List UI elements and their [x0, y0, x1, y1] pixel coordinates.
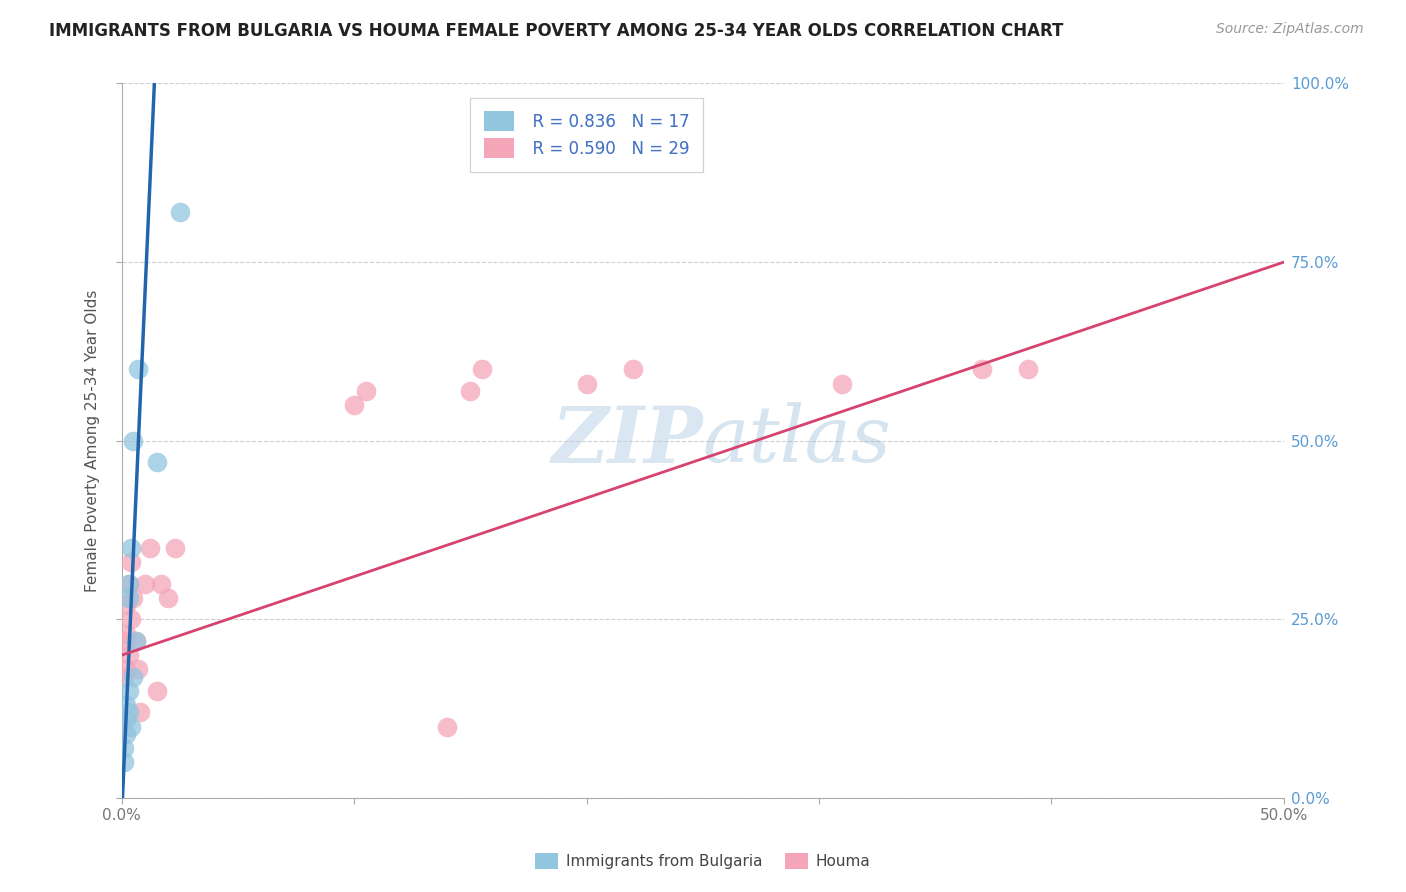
Point — [169, 205, 191, 219]
Y-axis label: Female Poverty Among 25-34 Year Olds: Female Poverty Among 25-34 Year Olds — [86, 290, 100, 592]
Point — [118, 576, 141, 591]
Point — [165, 541, 187, 555]
Point — [145, 455, 167, 469]
Point — [118, 648, 141, 662]
Legend: Immigrants from Bulgaria, Houma: Immigrants from Bulgaria, Houma — [529, 847, 877, 875]
Point — [115, 727, 138, 741]
Legend:   R = 0.836   N = 17,   R = 0.590   N = 29: R = 0.836 N = 17, R = 0.590 N = 29 — [471, 98, 703, 172]
Point — [112, 633, 135, 648]
Point — [118, 576, 141, 591]
Point — [115, 713, 138, 727]
Text: atlas: atlas — [703, 402, 891, 479]
Point — [122, 434, 145, 448]
Point — [120, 555, 142, 569]
Point — [471, 362, 494, 376]
Point — [129, 706, 152, 720]
Point — [460, 384, 482, 398]
Point — [125, 633, 148, 648]
Point — [127, 362, 149, 376]
Point — [138, 541, 160, 555]
Point — [436, 720, 458, 734]
Point — [150, 576, 173, 591]
Point — [575, 376, 598, 391]
Point — [120, 720, 142, 734]
Point — [118, 591, 141, 605]
Point — [112, 756, 135, 770]
Point — [1017, 362, 1039, 376]
Point — [118, 684, 141, 698]
Point — [125, 633, 148, 648]
Point — [120, 541, 142, 555]
Text: ZIP: ZIP — [551, 402, 703, 479]
Point — [115, 662, 138, 676]
Point — [115, 626, 138, 640]
Point — [120, 612, 142, 626]
Point — [122, 591, 145, 605]
Point — [115, 598, 138, 612]
Point — [831, 376, 853, 391]
Point — [970, 362, 993, 376]
Point — [127, 662, 149, 676]
Point — [354, 384, 377, 398]
Point — [122, 669, 145, 683]
Point — [134, 576, 156, 591]
Text: IMMIGRANTS FROM BULGARIA VS HOUMA FEMALE POVERTY AMONG 25-34 YEAR OLDS CORRELATI: IMMIGRANTS FROM BULGARIA VS HOUMA FEMALE… — [49, 22, 1063, 40]
Point — [115, 698, 138, 713]
Point — [112, 741, 135, 756]
Point — [112, 669, 135, 683]
Point — [118, 706, 141, 720]
Point — [343, 398, 366, 412]
Point — [621, 362, 644, 376]
Point — [157, 591, 180, 605]
Text: Source: ZipAtlas.com: Source: ZipAtlas.com — [1216, 22, 1364, 37]
Point — [145, 684, 167, 698]
